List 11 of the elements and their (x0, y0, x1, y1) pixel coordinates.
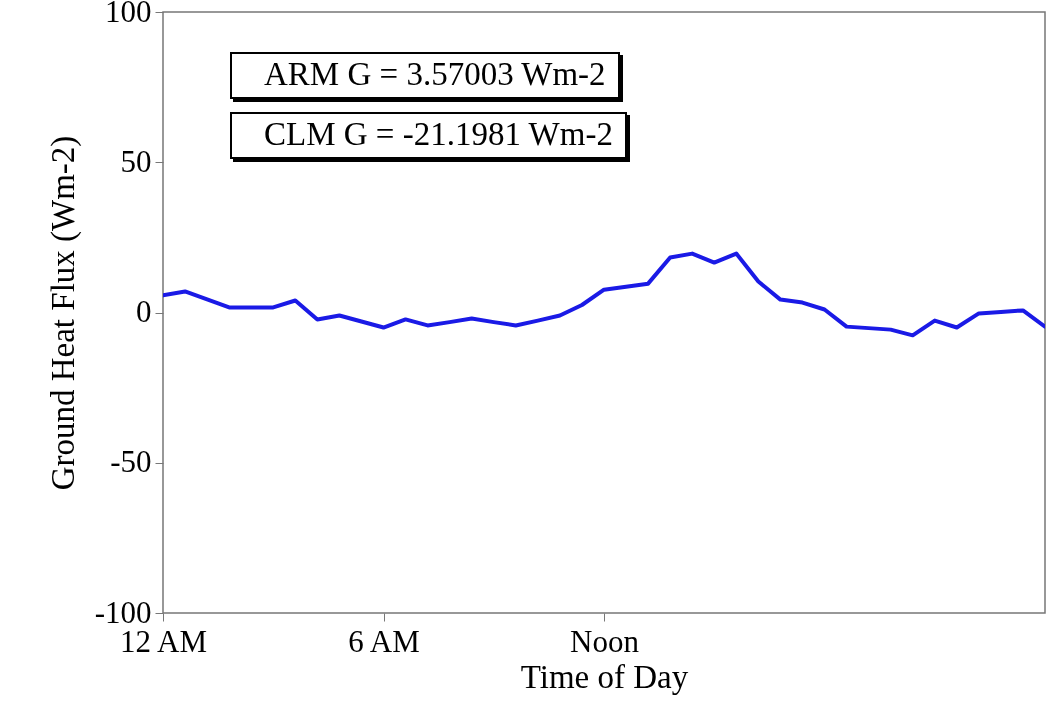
y-tick-label: 100 (105, 0, 152, 29)
x-axis-title: Time of Day (520, 658, 689, 695)
y-axis-title: Ground Heat Flux (Wm-2) (44, 135, 82, 491)
x-tick-label: 6 AM (348, 623, 420, 659)
y-tick-label: 50 (120, 143, 152, 179)
x-tick-label: Noon (570, 623, 640, 659)
annotation: ARM G = 3.57003 Wm-2 (230, 52, 620, 99)
y-tick-label: -50 (110, 444, 152, 480)
annotation: CLM G = -21.1981 Wm-2 (230, 112, 627, 159)
y-tick-label: 0 (136, 294, 152, 329)
line-series (163, 251, 1045, 338)
